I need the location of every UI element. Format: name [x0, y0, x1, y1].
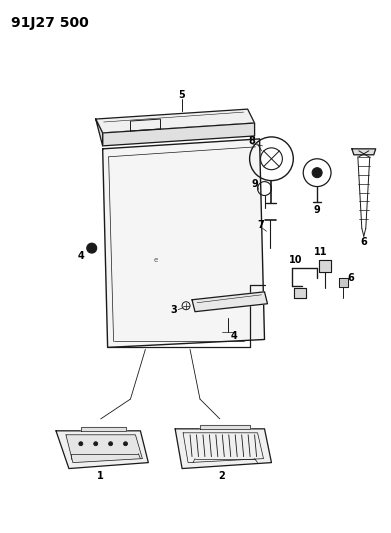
Polygon shape — [175, 429, 271, 469]
Text: 9: 9 — [314, 205, 321, 215]
Text: 4: 4 — [77, 251, 84, 261]
Polygon shape — [319, 260, 331, 272]
Polygon shape — [96, 109, 255, 133]
Polygon shape — [56, 431, 148, 469]
Circle shape — [87, 243, 97, 253]
Polygon shape — [352, 149, 376, 155]
Text: 6: 6 — [348, 273, 354, 283]
Text: e: e — [153, 257, 158, 263]
Text: 3: 3 — [171, 305, 178, 314]
Polygon shape — [96, 119, 103, 146]
Circle shape — [79, 442, 83, 446]
Text: 6: 6 — [361, 237, 367, 247]
Text: 4: 4 — [230, 330, 237, 341]
Polygon shape — [294, 288, 306, 298]
Text: 8: 8 — [248, 136, 255, 146]
Circle shape — [312, 168, 322, 177]
Polygon shape — [200, 425, 249, 429]
Polygon shape — [81, 427, 126, 431]
Text: 91J27 500: 91J27 500 — [11, 16, 89, 30]
Circle shape — [94, 442, 98, 446]
Text: 1: 1 — [97, 472, 104, 481]
Circle shape — [124, 442, 127, 446]
Text: 5: 5 — [179, 90, 185, 100]
Text: 7: 7 — [257, 220, 264, 230]
Text: 2: 2 — [219, 472, 225, 481]
Text: 9: 9 — [251, 179, 258, 189]
Polygon shape — [66, 435, 142, 463]
Text: 11: 11 — [314, 247, 328, 257]
Text: 10: 10 — [289, 255, 302, 265]
Polygon shape — [339, 278, 348, 287]
Polygon shape — [103, 123, 255, 146]
Polygon shape — [192, 292, 267, 312]
Polygon shape — [103, 139, 264, 348]
Circle shape — [109, 442, 113, 446]
